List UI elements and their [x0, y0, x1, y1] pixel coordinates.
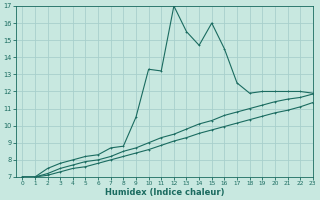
X-axis label: Humidex (Indice chaleur): Humidex (Indice chaleur)	[105, 188, 224, 197]
